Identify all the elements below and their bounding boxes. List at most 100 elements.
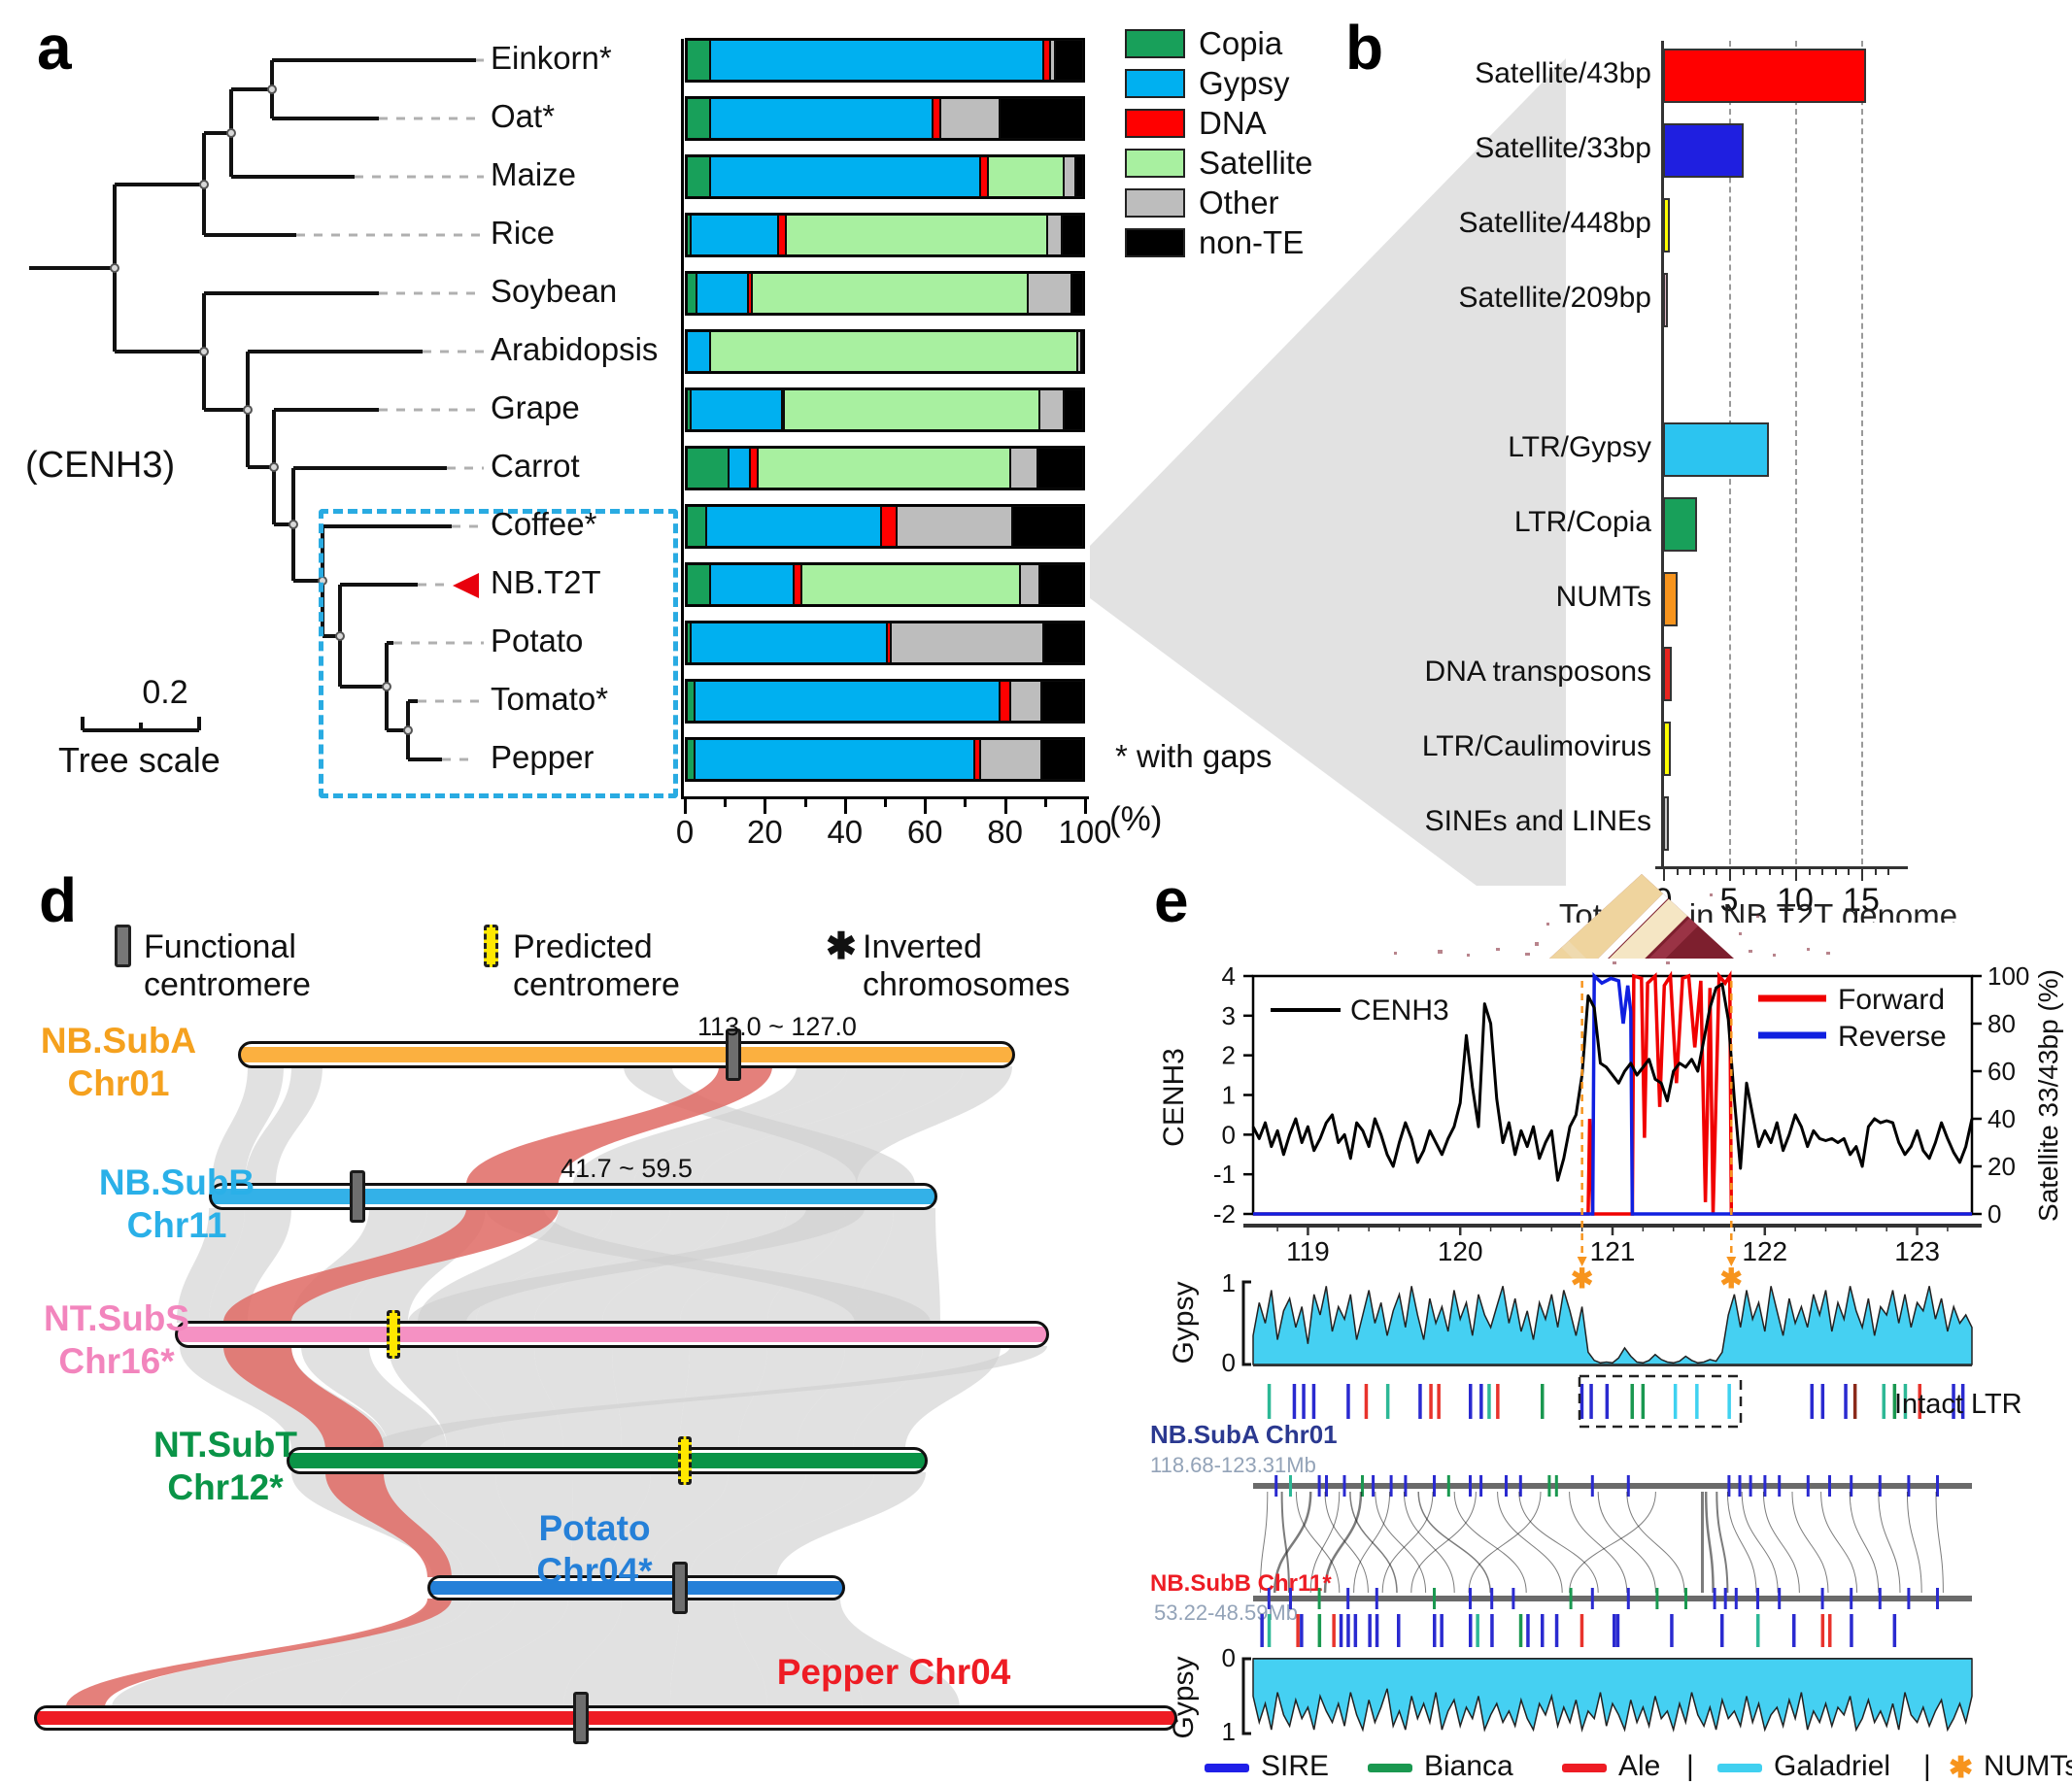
chrB-line-tick — [1713, 1588, 1716, 1609]
te-bar-segment — [1039, 389, 1064, 430]
intact-ltr-tick — [1469, 1384, 1473, 1419]
intact-ltr-tick — [1346, 1384, 1350, 1419]
b-axis-tick — [1887, 869, 1890, 875]
ribbon — [701, 1066, 964, 1185]
b-axis-tick-label: 10 — [1777, 882, 1814, 919]
gypsy-top-area — [1252, 1286, 1973, 1365]
chrB-row-tick — [1820, 1614, 1825, 1647]
right-tick-label: 100 — [1987, 961, 2029, 991]
synteny-curve — [1381, 1491, 1434, 1594]
synteny-curve — [1878, 1491, 1901, 1594]
gypsy-top-label: Gypsy — [1168, 1281, 1200, 1364]
intact-ltr-tick — [1267, 1384, 1272, 1419]
intact-ltr-tick — [1364, 1384, 1369, 1419]
ribbon — [212, 1066, 284, 1185]
intact-ltr-tick — [1479, 1384, 1483, 1419]
synteny-curve — [1410, 1491, 1477, 1594]
te-bar-segment — [1027, 273, 1071, 314]
chromosome-label-line2: Chr01 — [67, 1063, 170, 1104]
left-tick-label: 1 — [1222, 1081, 1236, 1110]
cenh3-plot-box — [1251, 974, 1974, 1216]
b-cat-label: Satellite/43bp — [1475, 57, 1651, 89]
te-bar-row — [685, 446, 1085, 490]
ribbon — [787, 1599, 960, 1707]
chrA-tick — [1505, 1475, 1508, 1497]
wedge-connector — [1090, 58, 1566, 886]
chrB-row-tick — [1615, 1614, 1620, 1647]
a-axis-tick — [964, 798, 968, 807]
phylo-tree — [29, 58, 484, 761]
chrA-name: NB.SubA Chr01 — [1150, 1420, 1338, 1449]
numt-asterisk: ✱ — [1720, 1263, 1743, 1294]
chrB-line-tick — [1655, 1588, 1659, 1609]
chrB-name: NB.SubB Chr11* — [1150, 1570, 1332, 1597]
b-gridline — [1795, 41, 1797, 864]
chrA-tick — [1342, 1475, 1346, 1497]
te-bar-segment — [932, 98, 941, 139]
intact-ltr-tick — [1903, 1384, 1908, 1419]
legend-text: Galadriel — [1774, 1750, 1890, 1782]
legend-label: Other — [1199, 185, 1279, 220]
chromosome-label-chr01: NB.SubA Chr01 — [0, 1020, 274, 1106]
heatmap-speck — [1710, 893, 1713, 896]
tree-scale-value: 0.2 — [142, 674, 188, 711]
species-label: Potato — [491, 623, 584, 658]
intact-ltr-tick — [1630, 1384, 1634, 1419]
right-tick-label: 60 — [1987, 1057, 2016, 1086]
b-bar — [1663, 422, 1769, 477]
te-bar-segment — [794, 564, 802, 605]
tree-scale-label: Tree scale — [58, 740, 221, 780]
species-label: Oat* — [491, 98, 556, 134]
a-axis-tick — [843, 798, 847, 814]
intact-ltr-tick — [1496, 1384, 1500, 1419]
chrA-tick — [1806, 1475, 1810, 1497]
legend-swatch-non-TE — [1125, 228, 1185, 257]
right-tick-label: 20 — [1987, 1152, 2016, 1181]
chrB-line-tick — [1469, 1588, 1472, 1609]
cenh3-line — [1251, 982, 1974, 1182]
legend-text: Bianca — [1424, 1750, 1513, 1782]
te-bar-row — [685, 679, 1085, 724]
te-bar-segment — [1043, 623, 1083, 663]
chrA-tick — [1389, 1475, 1393, 1497]
te-bar-segment — [691, 389, 782, 430]
e-xaxis-label: 121 — [1590, 1236, 1636, 1266]
chrB-row-tick — [1469, 1614, 1473, 1647]
chrB-row-tick — [1720, 1614, 1724, 1647]
species-label: Arabidopsis — [491, 331, 659, 367]
chrA-tick — [1404, 1475, 1408, 1497]
intact-ltr-tick — [1918, 1384, 1921, 1419]
legend-text: SIRE — [1261, 1750, 1329, 1782]
b-axis-tick-label: 15 — [1843, 882, 1880, 919]
b-axis-tick — [1702, 869, 1705, 875]
synteny-curve — [1309, 1491, 1341, 1594]
e-xaxis-label: 119 — [1286, 1236, 1330, 1266]
ribbon — [607, 1472, 729, 1577]
chrB-row-tick — [1613, 1614, 1616, 1647]
te-bar-segment — [891, 623, 1044, 663]
heatmap-speck — [1749, 950, 1752, 953]
b-bar — [1663, 722, 1672, 776]
chrB-row-tick — [1670, 1614, 1674, 1647]
intact-ltr-tick — [1844, 1384, 1848, 1419]
chromosome-label-potato: Potato Chr04* — [439, 1507, 750, 1594]
te-bar-segment — [687, 215, 692, 255]
ribbon — [223, 1208, 559, 1323]
marker-arrowhead — [1577, 1257, 1587, 1266]
intact-ltr-tick — [1852, 1384, 1857, 1419]
ribbon — [738, 1346, 845, 1449]
te-bar-segment — [979, 156, 989, 197]
te-bar-segment — [781, 389, 784, 430]
te-bar-segment — [687, 331, 711, 372]
intact-ltr-tick — [1302, 1384, 1306, 1419]
te-bar-segment — [1009, 448, 1038, 488]
te-bar-row — [685, 213, 1085, 257]
te-bar-segment — [887, 623, 892, 663]
te-bar-segment — [710, 564, 795, 605]
synteny-curve — [1417, 1491, 1491, 1594]
chrA-tick — [1590, 1475, 1594, 1497]
chrA-tick — [1274, 1475, 1278, 1497]
ribbon — [457, 1599, 622, 1707]
chrB-row-tick — [1579, 1614, 1584, 1647]
b-cat-label: LTR/Gypsy — [1508, 431, 1651, 463]
